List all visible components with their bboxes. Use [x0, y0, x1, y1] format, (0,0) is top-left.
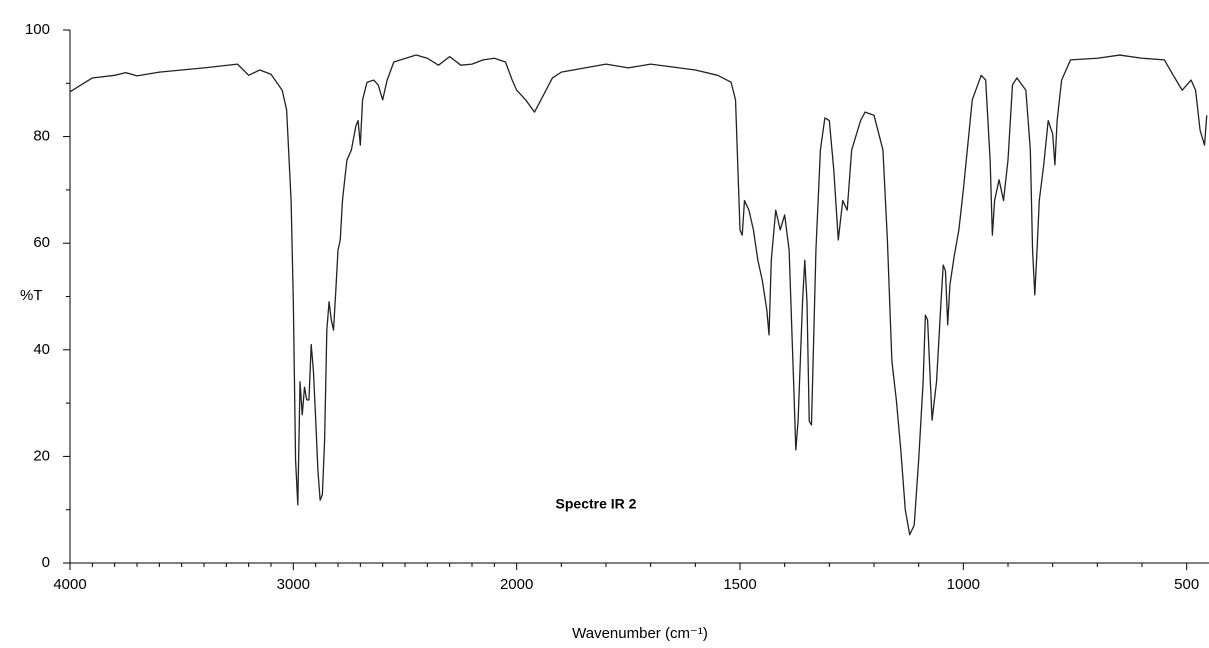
y-tick-label: 80 — [33, 128, 50, 145]
x-tick-label: 3000 — [277, 576, 310, 593]
x-tick-label: 1000 — [947, 576, 980, 593]
x-tick-label: 1500 — [723, 576, 756, 593]
x-tick-label: 500 — [1174, 576, 1199, 593]
y-tick-label: 100 — [25, 21, 50, 38]
x-axis-label: Wavenumber (cm⁻¹) — [572, 625, 708, 642]
y-tick-label: 60 — [33, 234, 50, 251]
annotation: Spectre IR 2 — [556, 496, 637, 512]
y-axis-label: %T — [20, 287, 43, 304]
x-tick-label: 4000 — [53, 576, 86, 593]
y-tick-label: 0 — [42, 554, 50, 571]
y-tick-label: 40 — [33, 341, 50, 358]
y-tick-label: 20 — [33, 447, 50, 464]
spectrum-line — [69, 54, 1208, 536]
x-tick-label: 2000 — [500, 576, 533, 593]
